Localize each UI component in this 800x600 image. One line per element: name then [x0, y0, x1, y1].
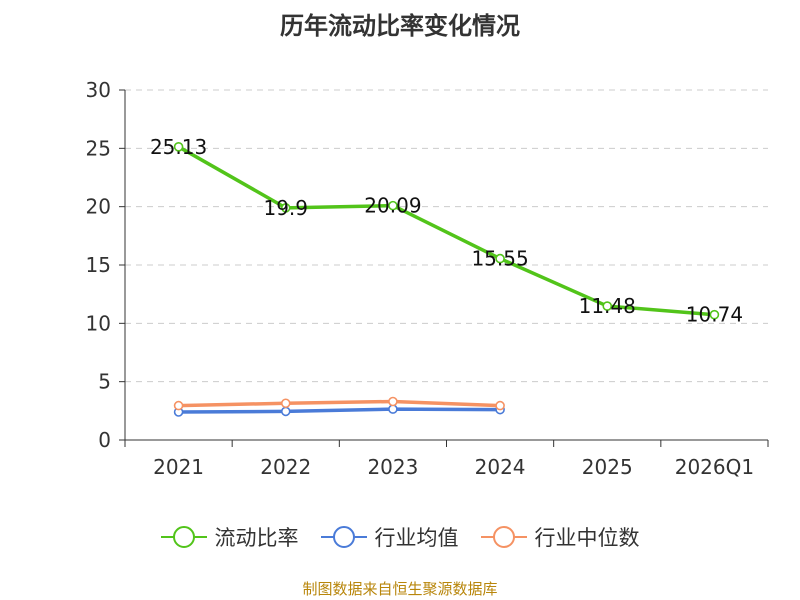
x-tick-label: 2021: [153, 455, 204, 479]
data-point: [602, 301, 613, 311]
y-tick-label: 20: [86, 195, 111, 219]
y-tick-label: 30: [86, 78, 111, 102]
y-tick-label: 0: [98, 428, 111, 452]
x-tick-label: 2024: [475, 455, 526, 479]
data-label: 15.55: [471, 247, 528, 271]
data-point: [388, 396, 398, 407]
legend-item-industry-mean[interactable]: 行业均值: [320, 522, 459, 552]
data-point: [280, 398, 291, 409]
y-tick-label: 25: [86, 136, 111, 160]
data-point: [495, 400, 505, 411]
data-label: 10.74: [686, 303, 743, 327]
series-line-2: [176, 399, 502, 408]
x-tick-label: 2023: [367, 455, 418, 479]
x-tick-label: 2026Q1: [675, 455, 754, 479]
legend-marker-industry-mean-icon: [320, 525, 367, 549]
y-tick-label: 15: [86, 253, 111, 277]
data-source-note: 制图数据来自恒生聚源数据库: [302, 580, 498, 598]
y-tick-label: 5: [98, 370, 111, 394]
x-tick-label: 2025: [582, 455, 633, 479]
legend-item-industry-median[interactable]: 行业中位数: [480, 522, 640, 552]
series-line-0: [176, 145, 717, 317]
legend-label-current-ratio: 流动比率: [214, 526, 299, 550]
x-tick-label: 2022: [260, 455, 311, 479]
legend-marker-current-ratio-icon: [160, 525, 207, 549]
data-point: [173, 142, 184, 152]
data-label: 25.13: [150, 135, 207, 159]
data-label: 20.09: [364, 194, 421, 218]
legend-marker-industry-median-icon: [480, 525, 527, 549]
data-point: [495, 253, 505, 264]
legend: 流动比率 行业均值 行业中位数: [0, 519, 800, 555]
data-point: [173, 400, 184, 411]
data-point: [709, 309, 720, 320]
data-point: [280, 406, 291, 417]
y-tick-label: 10: [86, 311, 111, 335]
legend-item-current-ratio[interactable]: 流动比率: [160, 522, 299, 552]
legend-label-industry-mean: 行业均值: [374, 526, 459, 550]
data-point: [280, 203, 291, 213]
data-label: 19.9: [263, 196, 308, 220]
data-point: [388, 200, 398, 211]
chart-title: 历年流动比率变化情况: [280, 12, 520, 40]
series-line-1: [176, 407, 502, 414]
legend-label-industry-median: 行业中位数: [534, 526, 640, 550]
data-label: 11.48: [579, 294, 636, 318]
